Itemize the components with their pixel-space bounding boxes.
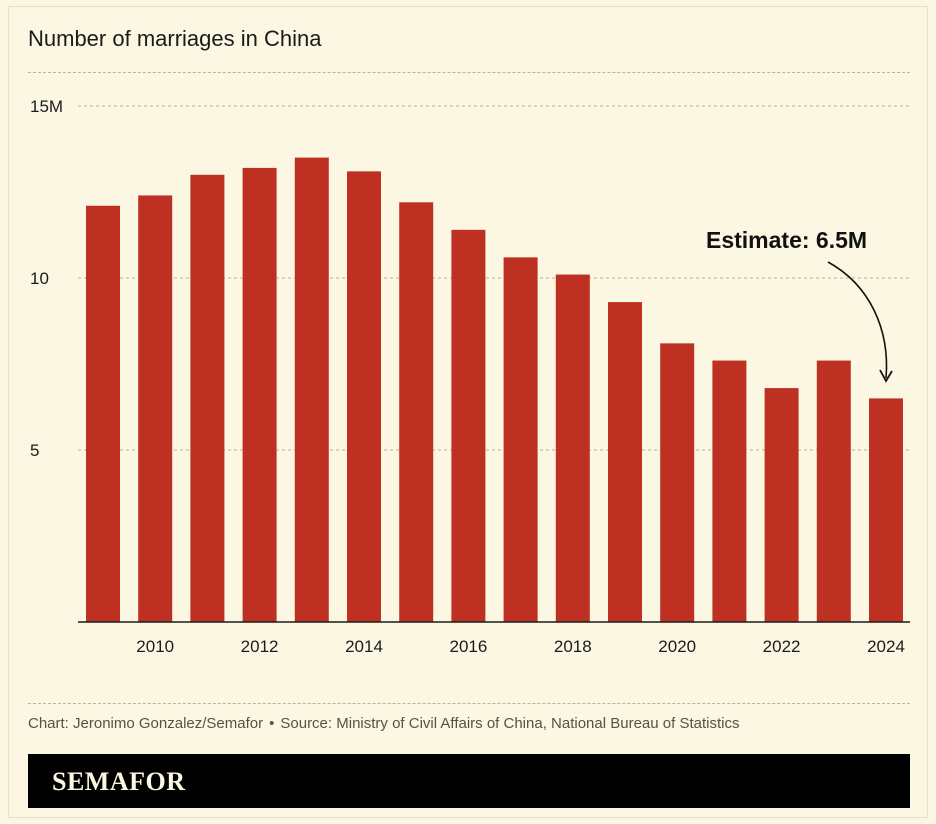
x-tick-label-2016: 2016 (449, 637, 487, 656)
bar-2017 (503, 257, 538, 622)
bar-2021 (712, 360, 747, 622)
bar-2019 (608, 302, 642, 622)
bar-2009 (86, 205, 120, 622)
y-tick-label-15: 15M (30, 97, 63, 116)
bar-2018 (555, 274, 590, 622)
bar-2010 (138, 195, 173, 622)
bar-2012 (242, 167, 277, 623)
bar-2024 (869, 398, 903, 622)
x-tick-label-2022: 2022 (763, 637, 801, 656)
bar-2023 (816, 360, 851, 622)
footer-separator: • (269, 715, 275, 732)
footer-divider (28, 703, 910, 704)
bar-2014 (347, 171, 381, 623)
title-divider (28, 72, 910, 73)
bar-2015 (399, 202, 434, 622)
x-tick-label-2024: 2024 (867, 637, 905, 656)
x-tick-label-2018: 2018 (554, 637, 592, 656)
x-tick-label-2020: 2020 (658, 637, 696, 656)
y-tick-label-5: 5 (30, 441, 39, 460)
y-tick-label-10: 10 (30, 269, 49, 288)
brand-bar: SEMAFOR (28, 754, 910, 808)
source-text: Source: Ministry of Civil Affairs of Chi… (280, 715, 740, 732)
bar-2016 (451, 229, 486, 622)
annotation-arrow (827, 261, 888, 379)
annotation-arrowhead (879, 369, 893, 383)
bar-2011 (190, 174, 225, 623)
chart-frame (8, 6, 928, 818)
semafor-logo[interactable]: SEMAFOR (52, 767, 186, 796)
chart-credit: Chart: Jeronimo Gonzalez/Semafor (28, 715, 264, 732)
x-tick-label-2010: 2010 (136, 637, 174, 656)
bar-2013 (294, 157, 329, 622)
chart-title: Number of marriages in China (28, 26, 322, 51)
x-tick-label-2012: 2012 (241, 637, 279, 656)
bar-2020 (660, 343, 695, 622)
x-tick-label-2014: 2014 (345, 637, 383, 656)
bar-2022 (764, 388, 799, 622)
estimate-annotation: Estimate: 6.5M (706, 227, 867, 253)
footer-source: Chart: Jeronimo Gonzalez/Semafor • Source:… (28, 715, 739, 732)
